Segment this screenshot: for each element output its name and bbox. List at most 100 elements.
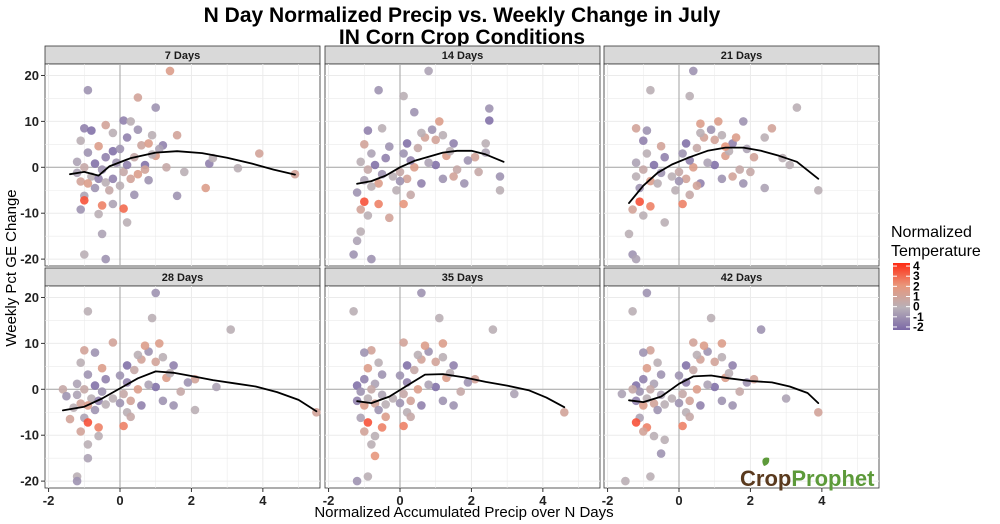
data-point <box>481 139 491 148</box>
data-point <box>367 385 376 394</box>
data-point <box>94 141 103 151</box>
data-point <box>97 201 107 210</box>
data-point <box>76 177 85 186</box>
data-point <box>83 440 93 449</box>
data-point <box>631 158 641 167</box>
data-point <box>410 107 419 117</box>
panel-background <box>324 285 601 489</box>
data-point <box>717 130 727 140</box>
data-point <box>201 183 210 193</box>
data-point <box>427 125 437 134</box>
x-tick-label: 2 <box>747 493 754 508</box>
data-point <box>165 66 175 76</box>
data-point <box>435 117 444 126</box>
data-point <box>122 133 132 142</box>
data-point <box>147 313 157 323</box>
panel-5: 35 Days -2 0 2 4 <box>323 267 601 508</box>
data-point <box>126 174 135 184</box>
data-point <box>367 182 376 191</box>
data-point <box>435 313 444 323</box>
data-point <box>162 163 171 172</box>
data-point <box>374 358 383 368</box>
data-point <box>155 339 164 348</box>
data-point <box>449 401 458 410</box>
data-point <box>90 381 100 390</box>
y-tick-label: 20 <box>25 290 39 305</box>
data-point <box>370 451 380 461</box>
data-point <box>696 128 705 138</box>
leaf-icon <box>762 457 770 466</box>
data-point <box>133 125 143 134</box>
data-point <box>374 179 383 188</box>
data-point <box>495 172 505 181</box>
data-point <box>646 202 655 211</box>
data-point <box>377 370 387 379</box>
data-point <box>642 288 652 298</box>
data-point <box>710 382 719 392</box>
data-point <box>395 176 405 186</box>
data-point <box>147 130 157 140</box>
data-point <box>714 117 723 126</box>
data-point <box>631 254 641 264</box>
data-point <box>374 199 383 209</box>
data-point <box>101 374 110 384</box>
data-point <box>785 160 794 170</box>
y-tick-label: -20 <box>20 252 39 267</box>
data-point <box>151 382 160 392</box>
data-point <box>760 183 769 193</box>
data-point <box>560 408 569 417</box>
data-point <box>781 394 791 403</box>
data-point <box>101 254 110 264</box>
panel-background <box>603 285 880 489</box>
data-point <box>172 130 182 140</box>
data-point <box>642 149 652 158</box>
data-point <box>133 385 143 394</box>
data-point <box>108 128 118 138</box>
data-point <box>108 174 118 184</box>
data-point <box>735 387 744 396</box>
data-point <box>363 363 373 373</box>
data-point <box>140 341 150 351</box>
data-point <box>631 124 641 133</box>
data-point <box>385 213 394 223</box>
data-point <box>392 186 401 195</box>
data-point <box>97 363 107 373</box>
data-point <box>735 165 744 174</box>
data-point <box>646 472 655 481</box>
panel-6: 42 Days -2 0 2 4 <box>602 267 880 508</box>
data-point <box>413 143 423 153</box>
panel-background <box>44 63 321 267</box>
data-point <box>94 209 103 219</box>
data-point <box>80 250 89 259</box>
data-point <box>399 389 408 399</box>
data-point <box>485 104 494 113</box>
data-point <box>628 385 637 394</box>
data-point <box>649 160 659 170</box>
data-point <box>367 346 376 355</box>
data-point <box>144 380 153 390</box>
data-point <box>363 211 373 220</box>
data-point <box>760 133 769 142</box>
data-point <box>406 412 416 422</box>
data-point <box>83 418 93 427</box>
data-point <box>689 66 698 76</box>
data-point <box>617 389 627 399</box>
data-point <box>413 350 423 360</box>
data-point <box>367 149 376 158</box>
data-point <box>717 339 727 348</box>
x-axis-label: Normalized Accumulated Precip over N Day… <box>314 504 613 521</box>
data-point <box>410 365 419 375</box>
x-tick-label: 2 <box>188 493 195 508</box>
data-point <box>706 313 716 323</box>
data-point <box>756 325 766 334</box>
data-point <box>122 378 132 387</box>
data-point <box>119 204 128 213</box>
data-point <box>646 385 655 394</box>
data-point <box>115 398 125 408</box>
data-point <box>122 160 132 170</box>
data-point <box>510 389 519 399</box>
data-point <box>137 141 146 150</box>
data-point <box>80 124 89 133</box>
